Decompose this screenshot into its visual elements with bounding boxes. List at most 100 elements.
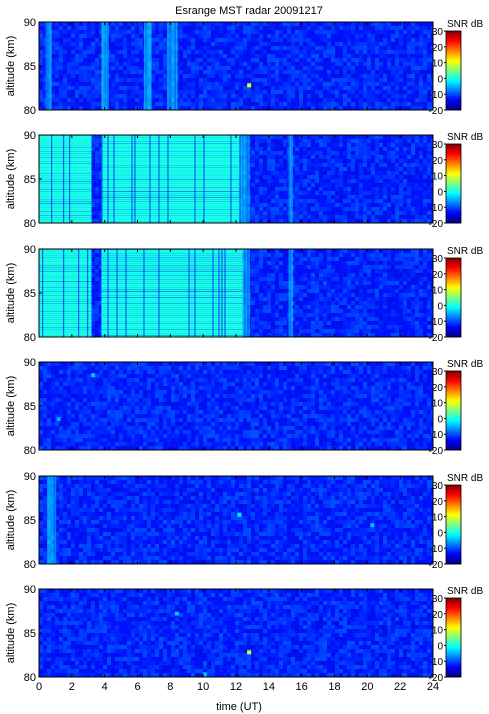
noise-cell: [339, 74, 343, 78]
noise-cell: [67, 94, 71, 98]
noise-cell: [183, 38, 187, 42]
noise-cell: [267, 147, 271, 151]
noise-cell: [155, 74, 159, 78]
noise-cell: [311, 98, 315, 102]
echo-gap-line: [101, 135, 103, 223]
noise-cell: [295, 211, 299, 215]
noise-cell: [387, 46, 391, 50]
noise-cell: [211, 70, 215, 74]
noise-cell: [339, 143, 343, 147]
noise-cell: [303, 30, 307, 34]
noise-cell: [379, 90, 383, 94]
noise-cell: [387, 175, 391, 179]
noise-cell: [39, 82, 43, 86]
noise-cell: [255, 34, 259, 38]
noise-cell: [99, 179, 103, 183]
noise-cell: [255, 199, 259, 203]
noise-cell: [99, 46, 103, 50]
noise-cell: [303, 183, 307, 187]
noise-cell: [191, 74, 195, 78]
noise-cell: [359, 66, 363, 70]
noise-cell: [215, 70, 219, 74]
noise-cell: [311, 183, 315, 187]
noise-cell: [375, 159, 379, 163]
noise-cell: [431, 94, 433, 98]
noise-cell: [91, 281, 95, 285]
noise-cell: [107, 50, 111, 54]
noise-cell: [415, 102, 419, 106]
noise-cell: [279, 159, 283, 163]
noise-cell: [335, 26, 339, 30]
noise-cell: [283, 195, 287, 199]
noise-cell: [339, 179, 343, 183]
noise-cell: [259, 82, 263, 86]
noise-cell: [379, 94, 383, 98]
noise-cell: [303, 62, 307, 66]
noise-cell: [399, 139, 403, 143]
noise-cell: [303, 38, 307, 42]
noise-cell: [303, 139, 307, 143]
noise-cell: [359, 155, 363, 159]
noise-cell: [395, 42, 399, 46]
noise-cell: [67, 82, 71, 86]
noise-cell: [95, 289, 99, 293]
noise-cell: [131, 82, 135, 86]
noise-cell: [367, 139, 371, 143]
noise-cell: [403, 66, 407, 70]
noise-cell: [427, 74, 431, 78]
noise-cell: [219, 50, 223, 54]
noise-cell: [119, 94, 123, 98]
noise-cell: [111, 102, 115, 106]
noise-cell: [327, 38, 331, 42]
noise-cell: [351, 102, 355, 106]
noise-cell: [215, 54, 219, 58]
noise-cell: [315, 66, 319, 70]
noise-cell: [339, 106, 343, 110]
noise-cell: [71, 94, 75, 98]
noise-cell: [383, 86, 387, 90]
noise-cell: [215, 62, 219, 66]
noise-cell: [243, 70, 247, 74]
noise-cell: [67, 86, 71, 90]
noise-cell: [291, 46, 295, 50]
noise-cell: [287, 78, 291, 82]
noise-cell: [407, 219, 411, 223]
colorbar-segment: [446, 76, 461, 79]
noise-cell: [375, 74, 379, 78]
noise-cell: [195, 74, 199, 78]
noise-cell: [203, 102, 207, 106]
noise-cell: [379, 159, 383, 163]
noise-cell: [251, 58, 255, 62]
noise-cell: [407, 70, 411, 74]
noise-cell: [287, 34, 291, 38]
noise-cell: [311, 66, 315, 70]
noise-cell: [347, 191, 351, 195]
noise-cell: [391, 22, 395, 26]
colorbar-segment: [446, 106, 461, 109]
echo-striation: [101, 173, 240, 174]
noise-cell: [279, 175, 283, 179]
noise-cell: [163, 46, 167, 50]
noise-cell: [271, 70, 275, 74]
echo-gap-line: [69, 135, 71, 223]
noise-cell: [431, 22, 433, 26]
noise-cell: [199, 102, 203, 106]
noise-cell: [363, 62, 367, 66]
noise-cell: [91, 74, 95, 78]
noise-cell: [375, 151, 379, 155]
echo-band: [248, 135, 250, 223]
noise-cell: [379, 42, 383, 46]
noise-cell: [311, 74, 315, 78]
noise-cell: [231, 90, 235, 94]
noise-cell: [383, 58, 387, 62]
noise-cell: [339, 195, 343, 199]
noise-cell: [95, 167, 99, 171]
noise-cell: [67, 90, 71, 94]
noise-cell: [231, 38, 235, 42]
noise-cell: [163, 38, 167, 42]
noise-cell: [367, 46, 371, 50]
noise-cell: [163, 62, 167, 66]
noise-cell: [255, 179, 259, 183]
noise-cell: [395, 219, 399, 223]
noise-cell: [267, 38, 271, 42]
